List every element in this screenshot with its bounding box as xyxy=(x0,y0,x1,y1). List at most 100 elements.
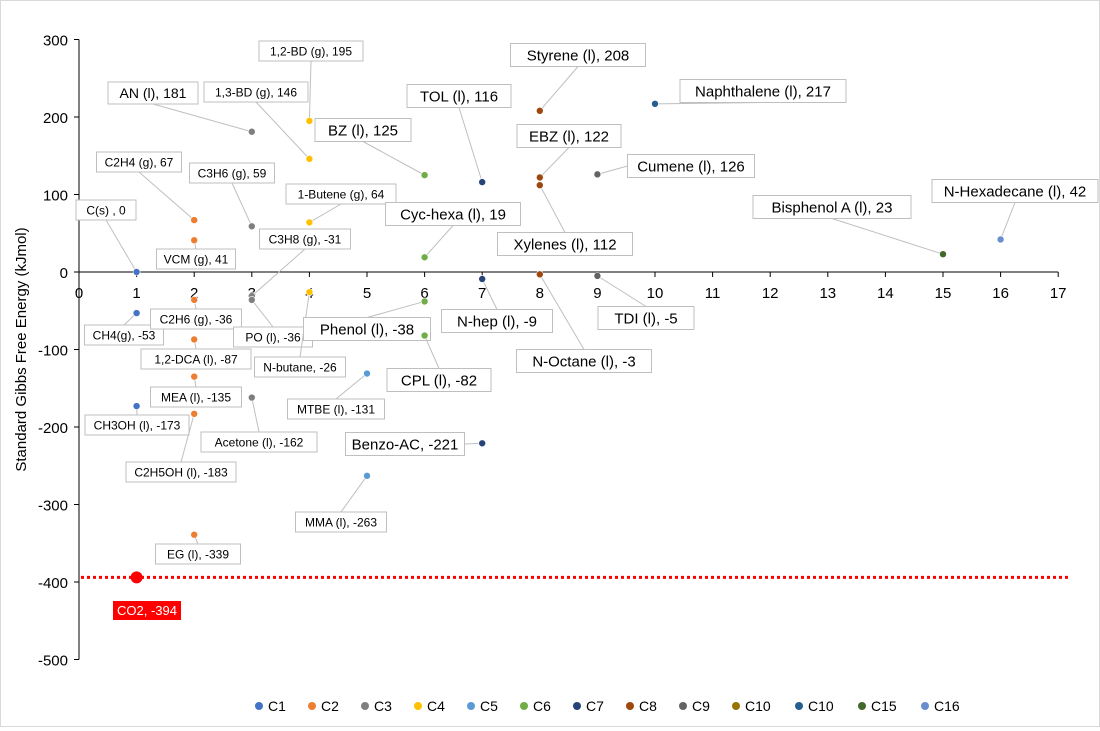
y-tick-label: -500 xyxy=(38,653,68,670)
legend-marker xyxy=(520,702,528,710)
x-tick-label: 7 xyxy=(478,285,486,302)
y-tick-label: 200 xyxy=(43,110,68,127)
data-point[interactable] xyxy=(191,336,198,343)
leader-line xyxy=(540,67,578,111)
data-label: N-butane, -26 xyxy=(263,360,337,374)
data-label: N-hep (l), -9 xyxy=(457,313,537,330)
legend-entry: C15 xyxy=(871,698,897,714)
data-label: C3H8 (g), -31 xyxy=(269,232,342,246)
leader-line xyxy=(341,476,367,512)
leader-line xyxy=(232,183,252,226)
y-tick-label: 100 xyxy=(43,188,68,205)
leader-line xyxy=(597,166,627,174)
y-tick-label: -300 xyxy=(38,498,68,515)
data-point[interactable] xyxy=(940,251,947,258)
legend-marker xyxy=(573,702,581,710)
data-point[interactable] xyxy=(306,289,313,296)
legend-marker xyxy=(255,702,263,710)
legend-marker xyxy=(467,702,475,710)
leader-line xyxy=(597,276,646,307)
data-point[interactable] xyxy=(594,171,601,178)
data-point[interactable] xyxy=(191,217,198,224)
data-point[interactable] xyxy=(536,174,543,181)
data-label: N-Hexadecane (l), 42 xyxy=(944,183,1087,200)
data-point[interactable] xyxy=(364,370,371,377)
data-point[interactable] xyxy=(133,269,140,276)
y-tick-label: -200 xyxy=(38,420,68,437)
data-point[interactable] xyxy=(306,117,313,124)
leader-line xyxy=(367,301,425,317)
data-point[interactable] xyxy=(421,172,428,179)
data-point[interactable] xyxy=(421,332,428,339)
legend-entry: C16 xyxy=(934,698,960,714)
data-point[interactable] xyxy=(997,236,1004,243)
data-label: VCM (g), 41 xyxy=(164,252,229,266)
data-label: AN (l), 181 xyxy=(120,85,187,101)
leader-line xyxy=(832,219,943,255)
legend-entry: C10 xyxy=(745,698,771,714)
x-tick-label: 16 xyxy=(992,285,1009,302)
data-label: Cyc-hexa (l), 19 xyxy=(400,206,506,223)
data-point[interactable] xyxy=(191,410,198,417)
x-tick-label: 0 xyxy=(75,285,83,302)
data-label: Naphthalene (l), 217 xyxy=(695,83,831,100)
data-point[interactable] xyxy=(133,403,140,410)
data-point[interactable] xyxy=(594,272,601,279)
data-label: CH4(g), -53 xyxy=(93,328,156,342)
data-point[interactable] xyxy=(306,219,313,226)
data-label: Styrene (l), 208 xyxy=(527,47,630,64)
data-point[interactable] xyxy=(248,394,255,401)
data-point[interactable] xyxy=(191,531,198,538)
data-point[interactable] xyxy=(248,223,255,230)
leader-line xyxy=(363,142,425,176)
data-point[interactable] xyxy=(191,373,198,380)
data-point[interactable] xyxy=(248,128,255,135)
data-label: MEA (l), -135 xyxy=(161,390,231,404)
data-point[interactable] xyxy=(536,182,543,189)
data-point[interactable] xyxy=(479,440,486,447)
legend-marker xyxy=(921,702,929,710)
data-label: MMA (l), -263 xyxy=(305,515,377,529)
data-label: EBZ (l), 122 xyxy=(529,128,609,145)
leader-line xyxy=(106,220,137,272)
data-point[interactable] xyxy=(421,298,428,305)
x-tick-label: 5 xyxy=(363,285,371,302)
data-point[interactable] xyxy=(191,237,198,244)
data-label: Xylenes (l), 112 xyxy=(513,236,616,253)
legend-entry: C2 xyxy=(321,698,339,714)
x-tick-label: 17 xyxy=(1050,285,1067,302)
data-point[interactable] xyxy=(536,107,543,114)
data-label: C2H4 (g), 67 xyxy=(105,155,174,169)
data-point[interactable] xyxy=(536,271,543,278)
legend-marker xyxy=(858,702,866,710)
data-point[interactable] xyxy=(479,275,486,282)
data-point[interactable] xyxy=(248,296,255,303)
leader-line xyxy=(252,249,305,296)
data-point[interactable] xyxy=(479,179,486,186)
legend-marker xyxy=(361,702,369,710)
data-point[interactable] xyxy=(306,155,313,162)
data-point[interactable] xyxy=(364,472,371,479)
x-tick-label: 10 xyxy=(647,285,664,302)
legend-marker xyxy=(308,702,316,710)
leader-line xyxy=(252,398,259,432)
data-label: 1-Butene (g), 64 xyxy=(298,187,385,201)
legend-entry: C9 xyxy=(692,698,710,714)
data-point[interactable] xyxy=(191,296,198,303)
data-label: PO (l), -36 xyxy=(245,330,301,344)
legend-entry: C4 xyxy=(427,698,445,714)
y-tick-label: -400 xyxy=(38,575,68,592)
data-point[interactable] xyxy=(133,310,140,317)
data-label: 1,2-BD (g), 195 xyxy=(270,44,352,58)
leader-line xyxy=(309,204,341,222)
leader-line xyxy=(153,104,252,132)
y-tick-label: -100 xyxy=(38,343,68,360)
data-label: Cumene (l), 126 xyxy=(637,158,745,175)
data-label: C2H5OH (l), -183 xyxy=(134,465,228,479)
data-point[interactable] xyxy=(421,254,428,261)
data-point[interactable] xyxy=(652,100,659,107)
co2-highlight-point[interactable] xyxy=(131,571,143,583)
x-tick-label: 1 xyxy=(132,285,140,302)
